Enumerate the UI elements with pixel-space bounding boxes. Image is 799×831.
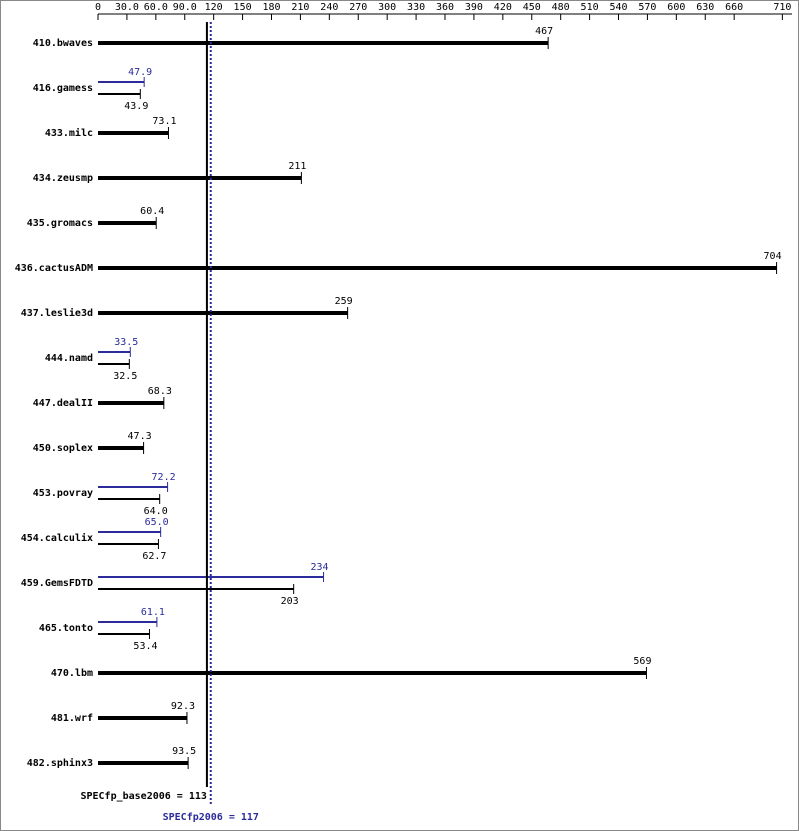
- x-tick-label: 630: [696, 2, 714, 13]
- category-label: 410.bwaves: [33, 38, 93, 49]
- x-tick-label: 450: [523, 2, 541, 13]
- value-label: 704: [764, 251, 782, 262]
- x-tick-label: 300: [378, 2, 396, 13]
- bar: [98, 311, 348, 315]
- category-label: 434.zeusmp: [33, 173, 93, 184]
- x-tick-label: 90.0: [173, 2, 197, 13]
- category-label: 470.lbm: [51, 668, 93, 679]
- value-label: 64.0: [144, 506, 168, 517]
- x-tick-label: 570: [638, 2, 656, 13]
- bar: [98, 761, 189, 765]
- value-label: 47.3: [128, 431, 152, 442]
- bar: [98, 266, 777, 270]
- value-label: 33.5: [114, 337, 138, 348]
- value-label: 62.7: [142, 551, 166, 562]
- bar: [98, 633, 150, 635]
- value-label: 211: [288, 161, 306, 172]
- value-label: 68.3: [148, 386, 172, 397]
- value-label: 259: [335, 296, 353, 307]
- x-tick-label: 390: [465, 2, 483, 13]
- value-label: 73.1: [152, 116, 176, 127]
- value-label: 569: [633, 656, 651, 667]
- category-label: 482.sphinx3: [27, 757, 93, 769]
- x-tick-label: 240: [320, 2, 338, 13]
- x-tick-label: 30.0: [115, 2, 139, 13]
- bar: [98, 531, 161, 533]
- category-label: 454.calculix: [21, 532, 93, 544]
- value-label: 72.2: [152, 472, 176, 483]
- x-tick-label: 660: [725, 2, 743, 13]
- value-label: 43.9: [124, 101, 148, 112]
- bar: [98, 576, 324, 578]
- category-label: 436.cactusADM: [15, 263, 93, 274]
- reference-label: SPECfp_base2006 = 113: [80, 791, 206, 802]
- x-tick-label: 510: [581, 2, 599, 13]
- category-label: 459.GemsFDTD: [21, 578, 93, 589]
- value-label: 53.4: [133, 641, 157, 652]
- x-tick-label: 420: [494, 2, 512, 13]
- bar: [98, 81, 145, 83]
- bar: [98, 498, 160, 500]
- x-tick-label: 540: [609, 2, 627, 13]
- bar: [98, 486, 168, 488]
- category-label: 437.leslie3d: [21, 307, 93, 319]
- x-tick-label: 60.0: [144, 2, 168, 13]
- x-tick-label: 0: [95, 2, 101, 13]
- value-label: 61.1: [141, 607, 165, 618]
- value-label: 65.0: [145, 517, 169, 528]
- x-tick-label: 600: [667, 2, 685, 13]
- category-label: 435.gromacs: [27, 218, 93, 229]
- value-label: 92.3: [171, 701, 195, 712]
- category-label: 481.wrf: [51, 713, 93, 724]
- category-label: 450.soplex: [33, 443, 93, 454]
- bar: [98, 93, 141, 95]
- category-label: 433.milc: [45, 127, 93, 139]
- category-label: 465.tonto: [39, 623, 93, 634]
- bar: [98, 41, 549, 45]
- bar: [98, 588, 294, 590]
- category-label: 416.gamess: [33, 83, 93, 94]
- x-tick-label: 180: [262, 2, 280, 13]
- bar: [98, 131, 169, 135]
- bar: [98, 543, 159, 545]
- x-tick-label: 210: [291, 2, 309, 13]
- x-tick-label: 360: [436, 2, 454, 13]
- bar: [98, 351, 131, 353]
- value-label: 47.9: [128, 67, 152, 78]
- bar: [98, 221, 157, 225]
- category-label: 444.namd: [45, 353, 93, 364]
- x-tick-label: 150: [234, 2, 252, 13]
- bar: [98, 671, 647, 675]
- bar: [98, 363, 130, 365]
- x-tick-label: 480: [552, 2, 570, 13]
- bar: [98, 621, 157, 623]
- value-label: 203: [281, 596, 299, 607]
- category-label: 447.dealII: [33, 398, 93, 409]
- bar: [98, 716, 187, 720]
- value-label: 467: [535, 26, 553, 37]
- bar: [98, 401, 164, 405]
- value-label: 60.4: [140, 206, 164, 217]
- value-label: 32.5: [113, 371, 137, 382]
- bar: [98, 446, 144, 450]
- x-tick-label: 330: [407, 2, 425, 13]
- reference-label: SPECfp2006 = 117: [163, 812, 259, 823]
- x-tick-label: 270: [349, 2, 367, 13]
- x-tick-label: 120: [205, 2, 223, 13]
- value-label: 93.5: [172, 746, 196, 757]
- bar: [98, 176, 302, 180]
- category-label: 453.povray: [33, 488, 93, 499]
- value-label: 234: [311, 562, 329, 573]
- x-tick-label: 710: [773, 2, 791, 13]
